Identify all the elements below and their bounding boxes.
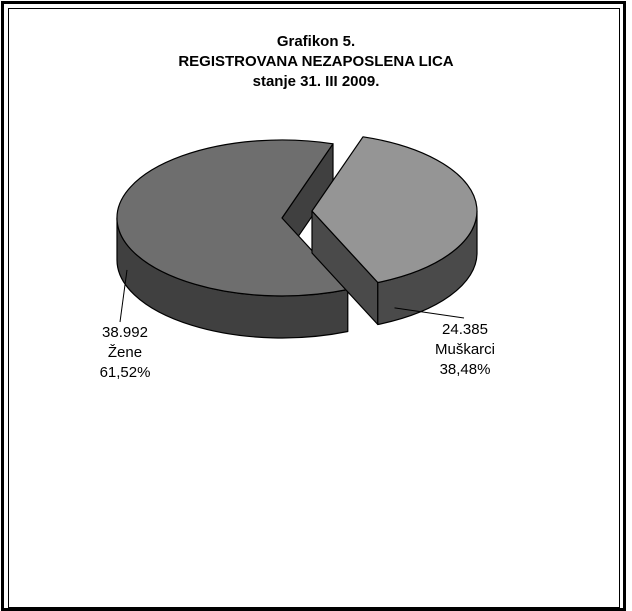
data-label-muskarci-value: 24.385: [442, 321, 488, 338]
chart-subtitle: REGISTROVANA NEZAPOSLENA LICA: [178, 53, 454, 70]
pie-slice-zene: [116, 139, 349, 297]
leader-line-muskarci: [394, 307, 465, 319]
chart-title-block: Grafikon 5. REGISTROVANA NEZAPOSLENA LIC…: [0, 32, 632, 92]
data-label-muskarci-name: Muškarci: [434, 341, 495, 358]
chart-subtitle-date: stanje 31. III 2009.: [252, 73, 380, 90]
data-label-zene-value: 38.992: [102, 324, 148, 341]
data-label-zene: 38.992 Žene 61,52%: [70, 323, 180, 383]
data-label-muskarci-percent: 38,48%: [439, 361, 491, 378]
data-label-zene-name: Žene: [107, 344, 143, 361]
pie-slice-muskarci: [311, 136, 478, 284]
data-label-muskarci: 24.385 Muškarci 38,48%: [400, 320, 530, 380]
data-label-zene-percent: 61,52%: [99, 364, 151, 381]
leader-line-zene: [119, 269, 128, 323]
chart-title: Grafikon 5.: [276, 33, 356, 50]
